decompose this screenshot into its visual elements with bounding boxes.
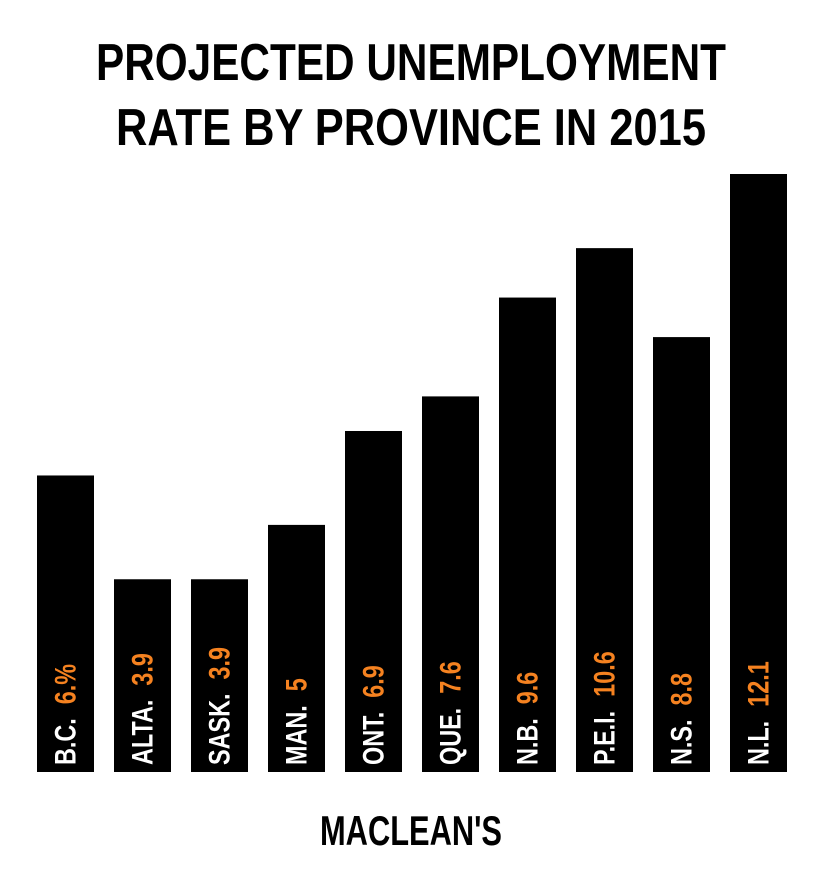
value-label: 3.9 [126, 653, 159, 686]
bar [268, 524, 325, 772]
value-label: 12.1 [742, 661, 775, 707]
chart-title: RATE BY PROVINCE IN 2015 [116, 99, 706, 157]
value-label: 9.6 [511, 672, 544, 705]
bar [730, 174, 787, 772]
bar [114, 579, 171, 772]
category-label: N.B. [511, 718, 544, 765]
category-label: N.S. [665, 719, 698, 765]
bar [576, 248, 633, 773]
bar [653, 337, 710, 772]
category-label: B.C. [49, 718, 82, 765]
bar [345, 430, 402, 772]
bar [191, 579, 248, 772]
category-label: ONT. [357, 712, 390, 765]
value-label: 6.% [49, 664, 82, 704]
value-label: 10.6 [588, 651, 621, 697]
category-label: P.E.I. [588, 711, 621, 765]
bar [499, 297, 556, 772]
category-label: SASK. [203, 694, 236, 765]
value-label: 5 [280, 678, 313, 691]
category-label: ALTA. [126, 700, 159, 765]
bar [37, 475, 94, 772]
chart-title: PROJECTED UNEMPLOYMENT [96, 34, 726, 92]
value-label: 3.9 [203, 647, 236, 680]
category-label: MAN. [280, 705, 313, 765]
value-label: 6.9 [357, 665, 390, 698]
value-label: 7.6 [434, 661, 467, 694]
category-label: QUE. [434, 708, 467, 765]
bar [422, 396, 479, 772]
logo: MACLEAN'S [320, 807, 502, 854]
category-label: N.L. [742, 721, 775, 765]
value-label: 8.8 [665, 673, 698, 706]
